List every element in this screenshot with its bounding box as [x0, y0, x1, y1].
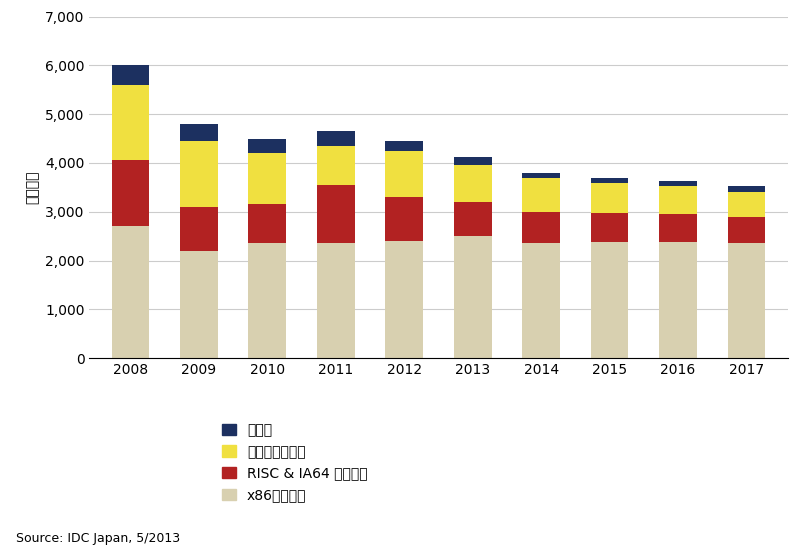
Bar: [521, 172, 560, 177]
Bar: [453, 157, 491, 165]
Bar: [659, 214, 696, 242]
Bar: [316, 146, 354, 185]
Bar: [248, 204, 285, 244]
Text: Source: IDC Japan, 5/2013: Source: IDC Japan, 5/2013: [16, 532, 180, 545]
Bar: [521, 212, 560, 244]
Bar: [521, 244, 560, 358]
Bar: [111, 85, 149, 160]
Bar: [521, 177, 560, 212]
Bar: [590, 183, 628, 213]
Bar: [180, 141, 217, 207]
Bar: [111, 66, 149, 85]
Bar: [385, 197, 423, 241]
Bar: [385, 241, 423, 358]
Bar: [453, 202, 491, 236]
Bar: [590, 177, 628, 183]
Bar: [727, 217, 765, 244]
Bar: [248, 138, 285, 153]
Bar: [727, 192, 765, 217]
Bar: [385, 151, 423, 197]
Bar: [453, 236, 491, 358]
Bar: [316, 244, 354, 358]
Bar: [180, 124, 217, 141]
Bar: [111, 160, 149, 226]
Bar: [385, 142, 423, 151]
Bar: [248, 244, 285, 358]
Bar: [727, 186, 765, 192]
Bar: [590, 213, 628, 242]
Bar: [316, 185, 354, 244]
Bar: [659, 242, 696, 358]
Bar: [180, 207, 217, 251]
Bar: [659, 181, 696, 186]
Bar: [453, 165, 491, 202]
Bar: [590, 242, 628, 358]
Bar: [180, 251, 217, 358]
Bar: [659, 186, 696, 214]
Legend: その他, メインフレーム, RISC & IA64 サーバー, x86サーバー: その他, メインフレーム, RISC & IA64 サーバー, x86サーバー: [221, 423, 367, 502]
Bar: [111, 226, 149, 358]
Bar: [316, 131, 354, 146]
Bar: [727, 244, 765, 358]
Bar: [248, 153, 285, 204]
Y-axis label: （億円）: （億円）: [25, 171, 40, 204]
